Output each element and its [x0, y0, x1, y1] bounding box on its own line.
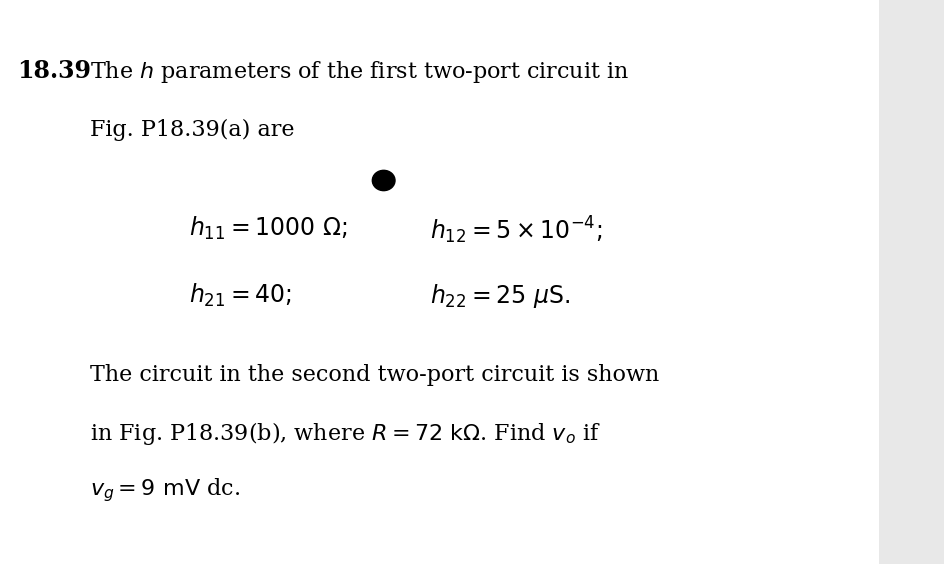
Text: $h_{21} = 40;$: $h_{21} = 40;$ [189, 282, 292, 309]
Text: $h_{22} = 25\ \mu\mathrm{S}.$: $h_{22} = 25\ \mu\mathrm{S}.$ [430, 282, 570, 310]
Text: $v_g = 9\ \mathrm{mV}$ dc.: $v_g = 9\ \mathrm{mV}$ dc. [90, 477, 240, 504]
Text: The $h$ parameters of the first two-port circuit in: The $h$ parameters of the first two-port… [90, 59, 629, 85]
Text: in Fig. P18.39(b), where $R = 72\ \mathrm{k}\Omega$. Find $v_o$ if: in Fig. P18.39(b), where $R = 72\ \mathr… [90, 420, 600, 447]
Text: Fig. P18.39(a) are: Fig. P18.39(a) are [90, 118, 294, 140]
Text: The circuit in the second two-port circuit is shown: The circuit in the second two-port circu… [90, 364, 658, 386]
Text: 18.39: 18.39 [17, 59, 91, 83]
Text: $h_{12} = 5 \times 10^{-4};$: $h_{12} = 5 \times 10^{-4};$ [430, 214, 601, 246]
Ellipse shape [372, 170, 395, 191]
Text: $h_{11} = 1000\ \Omega;$: $h_{11} = 1000\ \Omega;$ [189, 214, 347, 241]
Bar [878, 0, 944, 564]
